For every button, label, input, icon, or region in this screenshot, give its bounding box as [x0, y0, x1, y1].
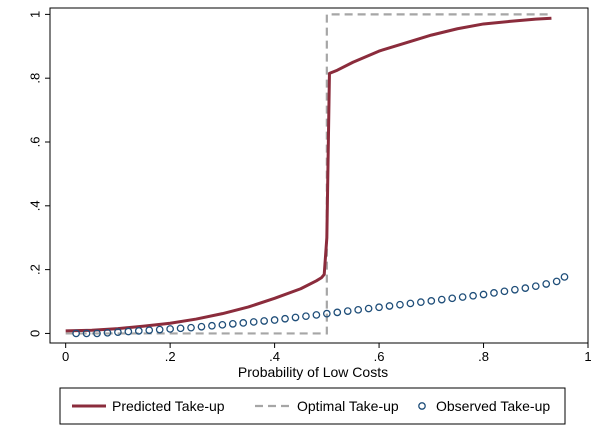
x-tick-label: .2 [165, 349, 176, 364]
x-tick-label: 0 [62, 349, 69, 364]
legend: Predicted Take-up Optimal Take-up Observed… [59, 387, 566, 425]
observed-point [72, 329, 80, 338]
y-tick-label: .8 [27, 73, 42, 84]
observed-point [552, 277, 561, 286]
axes: 0 .2 .4 .6 .8 1 0 .2 .4 .6 .8 1 [27, 7, 592, 364]
observed-point [155, 325, 164, 334]
y-tick-label: 1 [27, 11, 42, 18]
observed-point [448, 294, 457, 303]
legend-swatch-observed [418, 402, 426, 410]
observed-point [218, 320, 227, 329]
x-tick-label: .8 [478, 349, 489, 364]
observed-point [437, 295, 446, 304]
observed-point [228, 320, 237, 328]
x-tick-label: .6 [374, 349, 385, 364]
observed-point [187, 323, 195, 332]
observed-point [145, 326, 154, 335]
observed-point [239, 319, 248, 327]
observed-point [103, 328, 112, 337]
observed-point [93, 329, 101, 338]
observed-point [114, 328, 122, 337]
observed-point [417, 298, 425, 307]
legend-box [59, 387, 566, 425]
observed-point [302, 312, 310, 321]
y-tick-label: .4 [27, 200, 42, 211]
observed-point [354, 305, 363, 314]
plot-frame [49, 7, 589, 344]
observed-point [542, 280, 551, 288]
legend-label-optimal: Optimal Take-up [297, 398, 399, 414]
legend-label-predicted: Predicted Take-up [112, 398, 225, 414]
observed-point [343, 307, 352, 315]
observed-point [166, 325, 174, 333]
observed-point [375, 303, 383, 312]
observed-point [82, 329, 91, 338]
observed-point [385, 302, 394, 310]
observed-point [511, 285, 519, 294]
observed-point [500, 287, 509, 296]
observed-point [291, 313, 300, 322]
observed-point [312, 311, 321, 319]
observed-point [322, 309, 331, 318]
x-axis-title: Probability of Low Costs [238, 364, 388, 380]
observed-point [260, 317, 269, 325]
observed-point [197, 322, 206, 331]
observed-point [333, 308, 342, 317]
series-predicted-take-up [65, 16, 552, 333]
observed-point [249, 318, 258, 326]
observed-point [396, 300, 404, 309]
observed-point [208, 321, 216, 330]
observed-point [560, 273, 569, 281]
observed-point [281, 314, 289, 323]
observed-point [427, 297, 436, 305]
y-tick-label: .2 [27, 264, 42, 275]
observed-point [458, 293, 467, 301]
observed-point [270, 316, 279, 324]
observed-point [469, 291, 477, 300]
observed-point [521, 284, 530, 292]
observed-point [176, 324, 185, 333]
y-tick-label: .6 [27, 137, 42, 148]
observed-point [490, 289, 498, 297]
plot-area [65, 13, 569, 338]
observed-point [406, 299, 415, 308]
observed-point [124, 327, 133, 336]
observed-point [531, 282, 540, 291]
x-tick-label: 1 [584, 349, 591, 364]
observed-point [479, 290, 488, 299]
legend-label-observed: Observed Take-up [436, 398, 550, 414]
y-tick-label: 0 [27, 330, 42, 337]
observed-point [134, 327, 143, 335]
observed-point [364, 304, 373, 313]
x-tick-label: .4 [269, 349, 280, 364]
